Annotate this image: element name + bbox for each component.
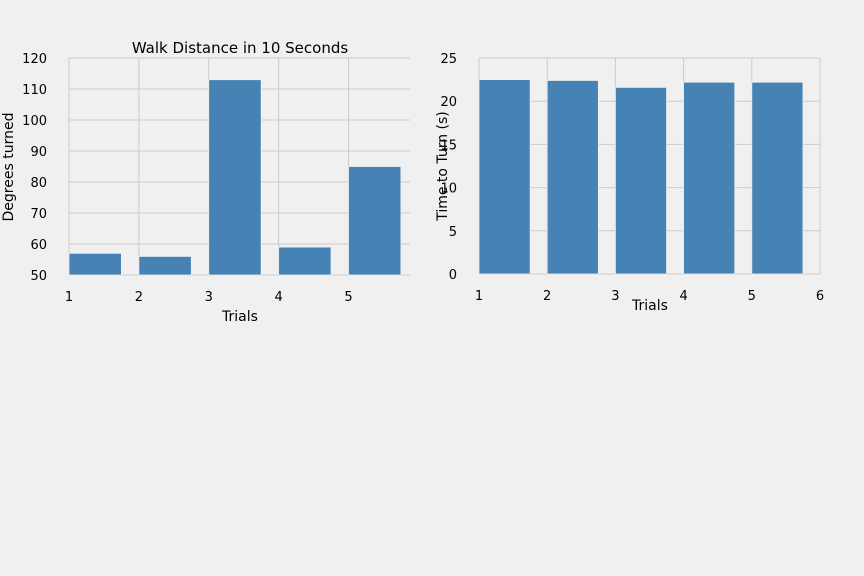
x-tick-labels: 1 2 3 4 5 — [65, 290, 353, 305]
x-tick-label: 2 — [135, 290, 143, 305]
y-tick-label: 5 — [449, 225, 457, 240]
x-tick-label: 3 — [205, 290, 213, 305]
x-tick-labels: 1 2 3 4 5 6 — [475, 289, 824, 304]
x-tick-label: 4 — [679, 289, 687, 304]
y-tick-label: 20 — [440, 95, 457, 110]
bar-trial-2 — [138, 255, 192, 276]
x-tick-label: 1 — [65, 290, 73, 305]
x-tick-label: 1 — [475, 289, 483, 304]
bar-trial-2 — [546, 80, 599, 275]
y-tick-label: 50 — [30, 269, 47, 284]
y-tick-label: 120 — [22, 52, 47, 67]
bar-trial-1 — [478, 79, 531, 275]
x-tick-label: 3 — [611, 289, 619, 304]
bar-trial-4 — [683, 81, 736, 275]
y-tick-label: 100 — [22, 114, 47, 129]
x-tick-label: 5 — [748, 289, 756, 304]
bars — [478, 79, 804, 275]
bars — [68, 79, 402, 276]
bar-trial-5 — [348, 166, 402, 276]
y-axis-label: Degrees turned — [1, 113, 17, 222]
y-tick-labels: 50 60 70 80 90 100 110 120 — [22, 52, 47, 284]
bar-trial-5 — [751, 81, 804, 275]
x-tick-label: 5 — [344, 290, 352, 305]
y-tick-label: 15 — [440, 138, 457, 153]
bar-trial-1 — [68, 252, 122, 276]
y-tick-label: 90 — [30, 145, 47, 160]
y-tick-label: 10 — [440, 182, 457, 197]
y-tick-label: 80 — [30, 176, 47, 191]
y-tick-label: 110 — [22, 83, 47, 98]
bar-trial-3 — [615, 86, 667, 275]
x-axis-label: Trials — [631, 298, 668, 314]
x-tick-label: 4 — [274, 290, 282, 305]
y-tick-labels: 0 5 10 15 20 25 — [440, 52, 457, 283]
chart-walk-distance: 50 60 70 80 90 100 110 120 1 2 3 4 5 Walk Distance … — [1, 39, 410, 325]
y-axis-label: Time to Turn (s) — [435, 111, 451, 222]
y-tick-label: 60 — [30, 238, 47, 253]
chart-title: Walk Distance in 10 Seconds — [132, 39, 349, 57]
bar-trial-4 — [278, 246, 332, 276]
x-tick-label: 2 — [543, 289, 551, 304]
x-tick-label: 6 — [816, 289, 824, 304]
x-axis-label: Trials — [221, 309, 258, 325]
y-tick-label: 25 — [440, 52, 457, 67]
y-tick-label: 70 — [30, 207, 47, 222]
y-tick-label: 0 — [449, 268, 457, 283]
bar-trial-3 — [208, 79, 262, 276]
chart-time-to-turn: 0 5 10 15 20 25 1 2 3 4 5 6 Trials Time to Turn (s… — [435, 52, 824, 314]
